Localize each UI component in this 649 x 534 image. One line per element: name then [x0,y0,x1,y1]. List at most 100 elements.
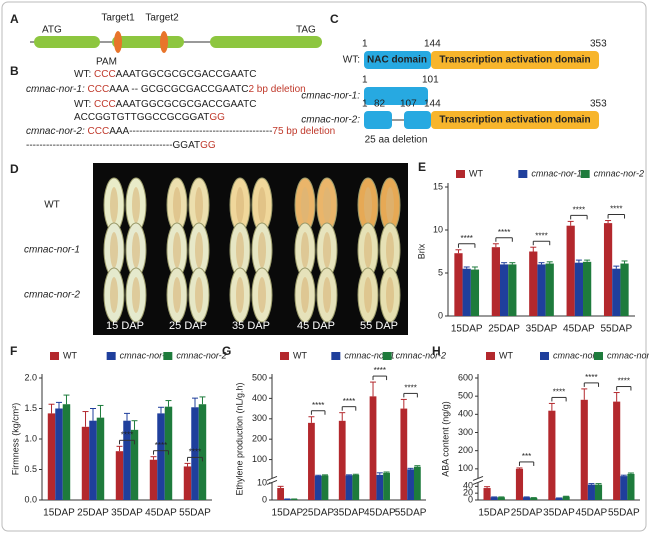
stage-label: 35 DAP [232,320,270,332]
fruit-core [323,232,331,268]
bar [157,413,165,500]
legend-swatch [106,352,116,360]
panel-label: D [10,162,19,176]
x-tick-label: 35DAP [111,508,143,519]
bar [583,261,592,316]
bar [555,498,563,500]
sequence-part: GG [200,140,216,151]
bar [96,417,105,500]
fruit-core [236,232,244,268]
row-label: cmnac-nor-1 [24,245,80,256]
bar [308,422,315,500]
significance: **** [460,234,472,243]
target-site [160,31,168,53]
bar [369,396,377,500]
bar [613,401,621,500]
bar [290,499,298,500]
legend-swatch [50,352,59,360]
panel-a: A ATG Target1 Target2 TAG [10,12,322,53]
legend-label: cmnac-nor-2 [594,168,644,178]
sequence-part: CCC [94,69,116,80]
bar [529,251,538,316]
legend-label: cmnac-nor-1 [120,350,170,360]
y-tick-label: 300 [458,427,473,437]
significance: **** [404,384,416,393]
start-codon: ATG [42,25,62,36]
tad-domain [431,51,599,69]
fruit-core [173,277,181,313]
significance: **** [189,448,201,457]
fruit-core [386,232,394,268]
legend-label: WT [499,350,513,360]
y-axis-title: Ethylene production (nL/g.h) [234,382,244,495]
panel-d: D WT cmnac-nor-1 cmnac-nor-2 15 DAP 25 DAP 35… [10,162,408,335]
sequence-part: ----------------------------------------… [129,126,272,137]
x-tick-label: 15DAP [43,508,75,519]
sequence-part: CCC [88,126,110,137]
x-tick-label: 35DAP [526,324,558,335]
sequence-part: cmnac-nor-2: [26,126,88,137]
sequence-part: ----------------------------------------… [26,140,200,151]
x-tick-label: 25DAP [77,508,109,519]
significance: **** [573,206,585,215]
sequence-part: WT: [74,69,94,80]
domain-label: Transcription activation domain [439,115,590,126]
stage-label: 15 DAP [106,320,144,332]
panel-label: F [10,344,17,358]
fruit-core [301,187,309,223]
y-tick-label: 0 [468,494,473,504]
nac-domain [364,51,431,69]
x-tick-label: 55DAP [608,508,640,519]
x-tick-label: 25DAP [488,324,520,335]
bar [530,497,538,500]
y-tick-label: 100 [458,463,473,473]
fruit-core [236,187,244,223]
legend-label: cmnac-nor-2 [607,350,649,360]
sequence-line: ACCGGTGTTGGCCGCGGATGG [74,112,225,123]
sequence-line: WT: CCCAAATGGCGCGCGACCGAATC [74,99,256,110]
y-tick-label: 400 [458,409,473,419]
bar [491,247,500,316]
fruit-core [386,277,394,313]
x-tick-label: 25DAP [302,508,334,519]
fruit-core [173,187,181,223]
fruit-core [110,232,118,268]
bar [191,407,199,500]
stage-label: 45 DAP [297,320,335,332]
y-axis-title: Brix [416,243,426,259]
sequence-part: 2 bp deletion [248,84,305,95]
legend-label: WT [469,168,483,178]
y-axis-title: ABA content (ng/g) [440,401,450,477]
pam-label: PAM [96,57,117,68]
bar [562,496,570,500]
sequence-line: WT: CCCAAATGGCGCGCGACCGAATC [74,69,256,80]
residue: 144 [424,39,441,50]
y-tick-label: 0.0 [24,494,37,504]
bar [89,420,97,500]
bar [376,474,384,500]
y-tick-label: 1.5 [24,403,37,413]
bar [338,420,346,500]
y-tick-label: 0.5 [24,464,37,474]
panel-label: C [330,12,339,26]
x-tick-label: 15DAP [272,508,304,519]
bar [407,469,414,500]
nac-domain [364,87,428,105]
y-tick-label: 20 [463,488,473,498]
residue: 101 [422,75,439,86]
y-tick-label: 40 [463,481,473,491]
panel-label: A [10,12,19,26]
residue: 1 [362,39,368,50]
panel-c: C 1 144 353 WT: NAC domain Transcription… [301,12,607,145]
fruit-core [110,277,118,313]
significance: **** [610,205,622,214]
deletion-label: 25 aa deletion [365,135,428,146]
fruit-core [195,277,203,313]
x-tick-label: 15DAP [478,508,510,519]
sequence-part: 75 bp deletion [272,126,335,137]
chart: F 0.0 0.5 1.0 1.5 2.0 Firmness (kg/cm²) WT cmnac… [10,344,227,518]
x-tick-label: 35DAP [543,508,575,519]
bar [627,473,635,500]
x-tick-label: 55DAP [395,508,427,519]
bar [123,420,131,500]
